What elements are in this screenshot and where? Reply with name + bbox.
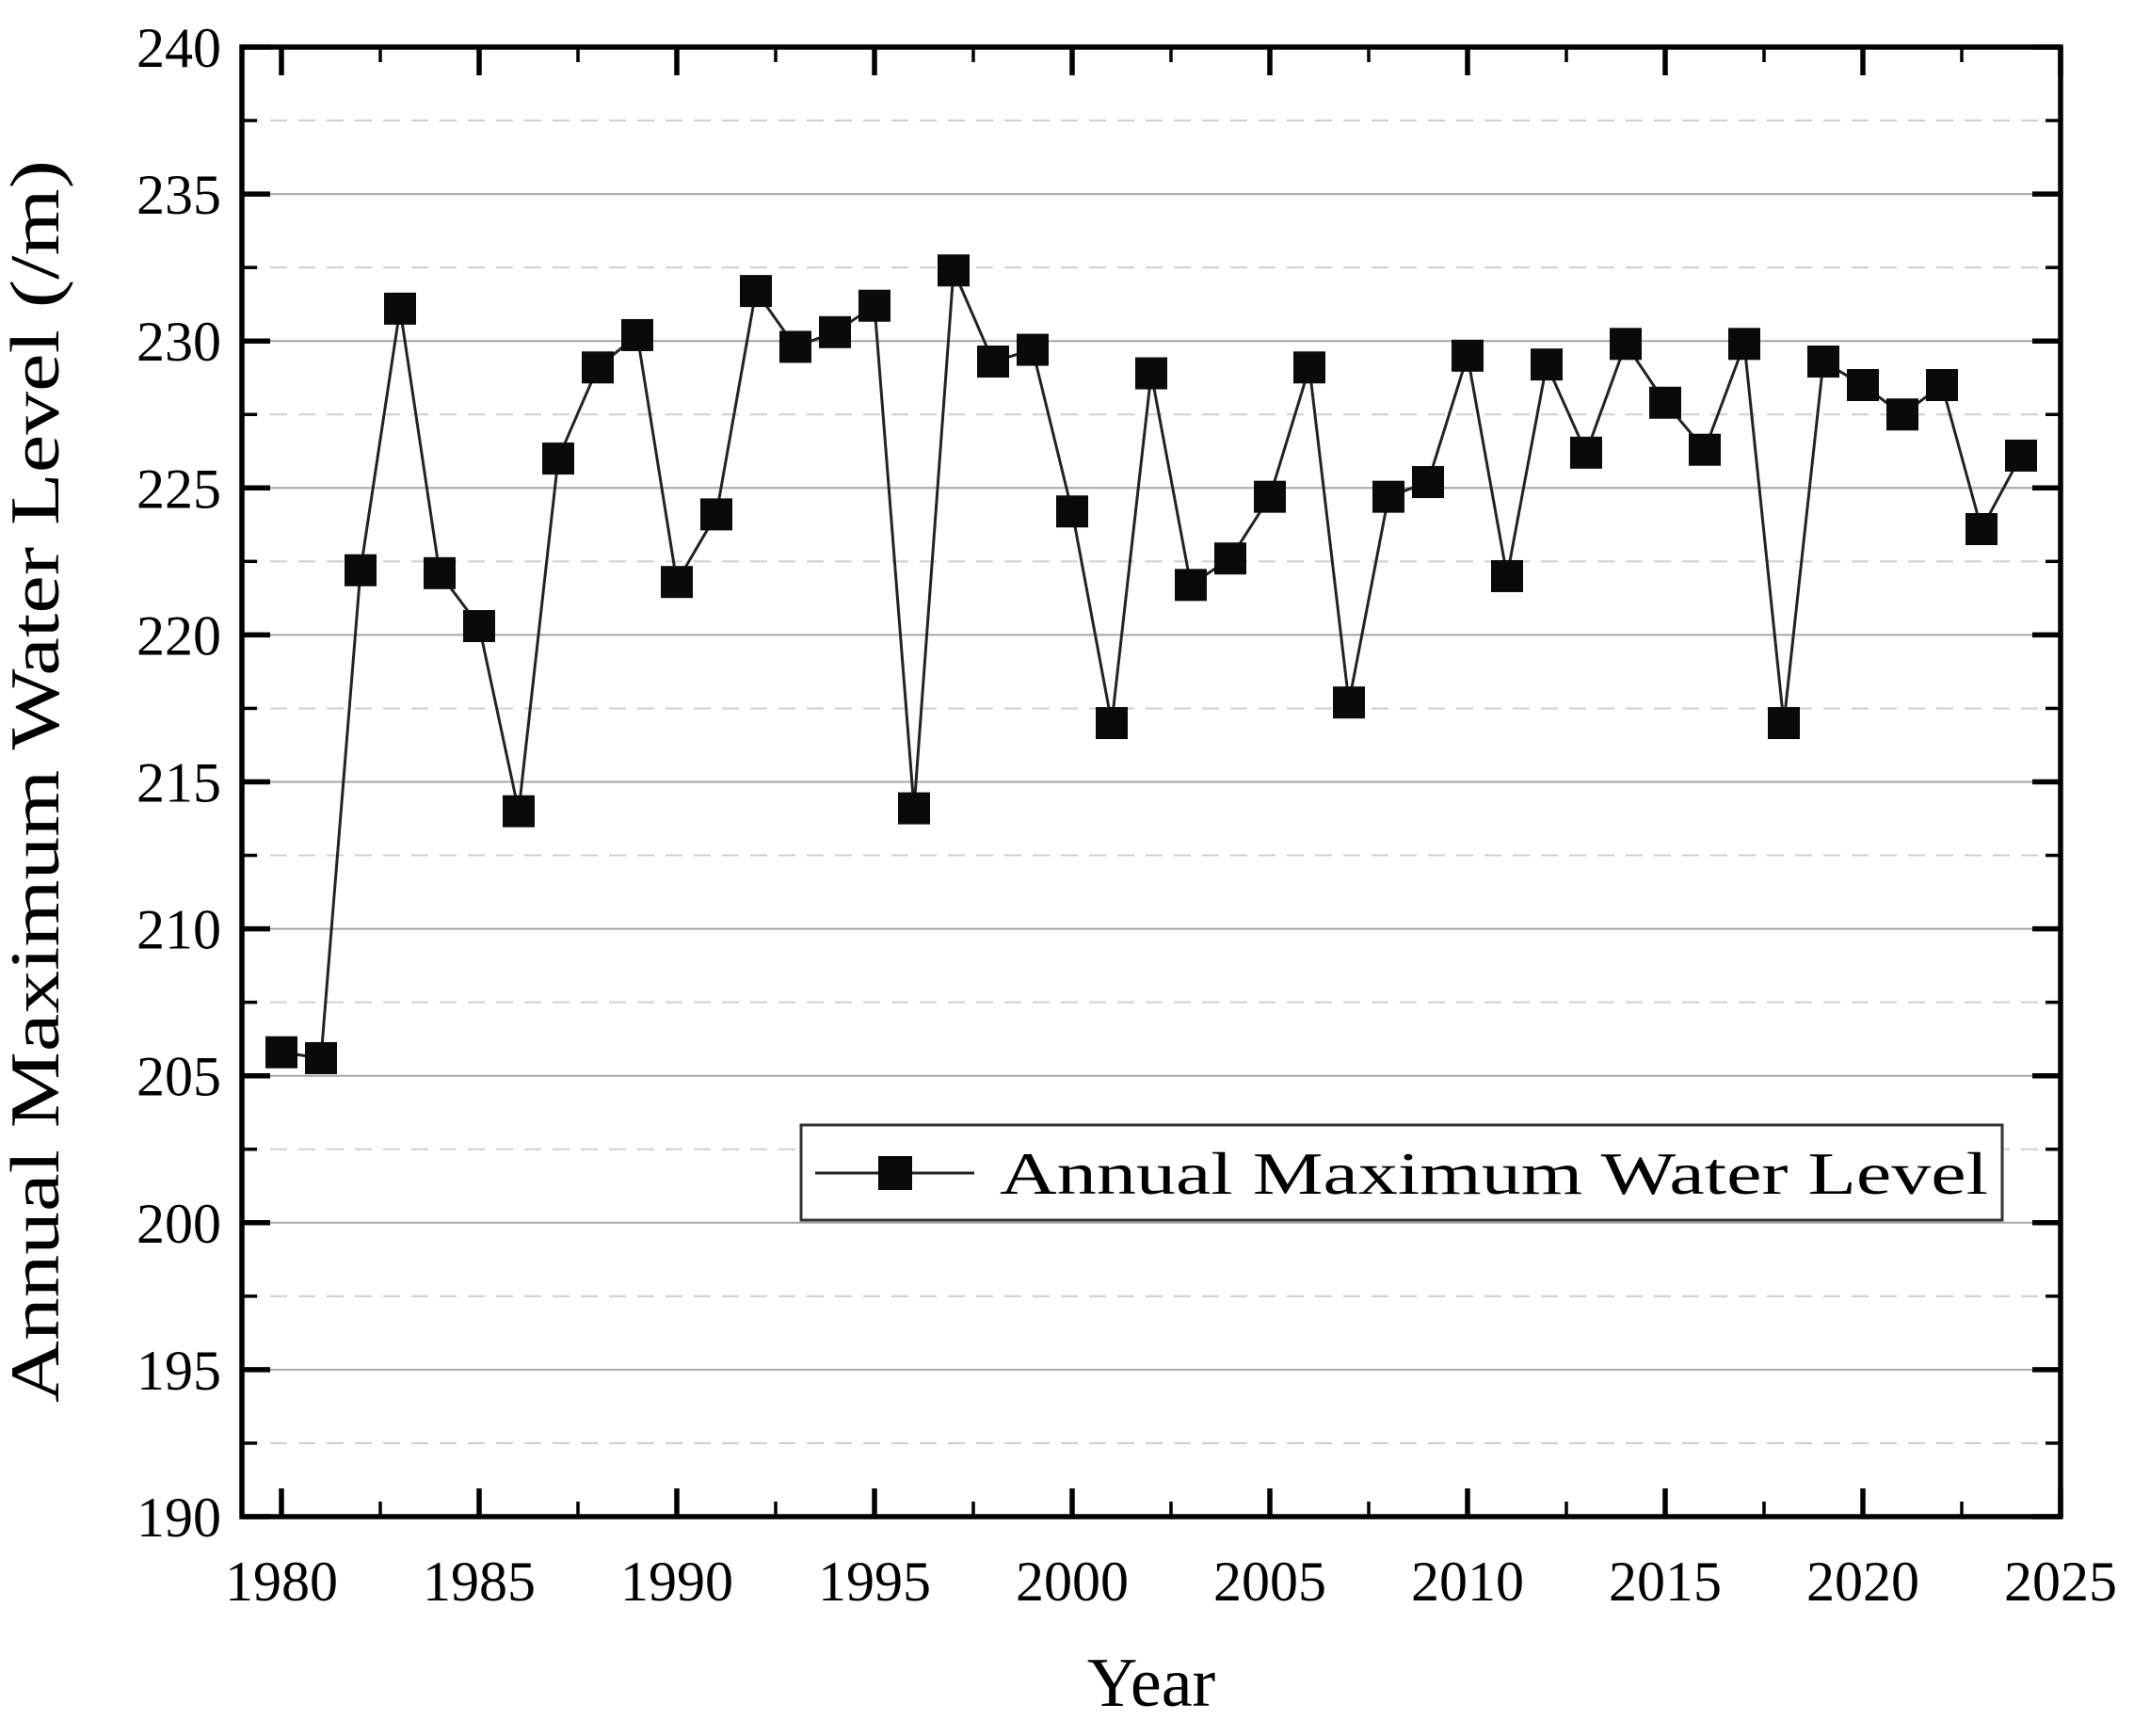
data-point <box>1254 480 1286 513</box>
data-point <box>1807 346 1839 378</box>
data-point <box>1886 398 1918 431</box>
x-tick-label: 2000 <box>1016 1551 1129 1613</box>
data-series <box>265 254 2037 1074</box>
x-tick-label: 2010 <box>1411 1551 1524 1613</box>
data-point <box>1926 369 1958 402</box>
data-point <box>977 346 1009 378</box>
data-point <box>858 289 890 322</box>
y-tick-label: 200 <box>136 1193 221 1255</box>
data-point <box>621 318 653 351</box>
data-point <box>1491 559 1523 592</box>
data-point <box>265 1036 297 1069</box>
x-tick-label: 2005 <box>1213 1551 1326 1613</box>
x-tick-label: 1995 <box>818 1551 931 1613</box>
data-point <box>463 610 495 643</box>
data-point <box>1056 495 1088 528</box>
y-tick-label: 225 <box>136 458 221 520</box>
y-axis-title: Annual Maximum Water Level (/m) <box>0 160 74 1403</box>
data-point <box>1096 707 1128 740</box>
data-point <box>503 795 535 828</box>
x-tick-label: 2020 <box>1806 1551 1919 1613</box>
data-point <box>384 292 416 325</box>
data-point <box>1610 328 1642 361</box>
gridlines <box>242 120 2061 1444</box>
data-point <box>938 254 970 287</box>
y-tick-label: 195 <box>136 1340 221 1402</box>
x-tick-labels: 1980 1985 1990 1995 2000 2005 2010 2015 2020 2025 <box>225 1551 2117 1613</box>
y-tick-label: 230 <box>136 311 221 373</box>
y-tick-label: 210 <box>136 899 221 961</box>
x-tick-label: 1985 <box>423 1551 536 1613</box>
y-tick-label: 205 <box>136 1046 221 1108</box>
x-tick-label: 1980 <box>225 1551 338 1613</box>
data-point <box>345 554 377 587</box>
data-point <box>542 442 574 475</box>
y-tick-label: 190 <box>136 1487 221 1549</box>
legend-box <box>799 1123 2004 1222</box>
legend-label: Annual Maximum Water Level <box>1000 1140 1988 1207</box>
data-point <box>1175 569 1207 602</box>
data-point <box>582 351 614 384</box>
y-tick-labels: 190 195 200 205 210 215 220 225 230 235 240 <box>136 17 221 1549</box>
data-point <box>1847 369 1879 402</box>
legend-marker-square <box>878 1156 912 1190</box>
data-point <box>1293 351 1325 384</box>
data-point <box>1135 357 1167 390</box>
data-point <box>779 330 811 363</box>
x-tick-label: 2025 <box>2004 1551 2117 1613</box>
data-point <box>1689 433 1721 466</box>
data-point <box>305 1041 337 1074</box>
data-point <box>700 498 732 531</box>
data-point <box>1214 542 1246 575</box>
axis-ticks <box>242 44 2063 1519</box>
x-axis-title: Year <box>1087 1645 1215 1722</box>
y-tick-label: 240 <box>136 17 221 79</box>
data-point <box>1768 707 1800 740</box>
data-point <box>740 275 772 308</box>
y-tick-label: 235 <box>136 164 221 226</box>
legend: Annual Maximum Water Level <box>799 1123 2004 1222</box>
data-point <box>819 315 851 348</box>
data-point <box>661 566 693 599</box>
y-tick-label: 215 <box>136 752 221 814</box>
data-point <box>1412 466 1444 499</box>
data-point <box>1728 328 1760 361</box>
data-point <box>1372 480 1404 513</box>
data-point <box>1531 348 1563 381</box>
y-tick-label: 220 <box>136 604 221 667</box>
data-point <box>1570 436 1602 469</box>
data-point <box>1649 386 1681 419</box>
data-point <box>1452 339 1484 372</box>
x-tick-label: 2015 <box>1609 1551 1722 1613</box>
data-point <box>1333 686 1365 719</box>
x-tick-label: 1990 <box>620 1551 733 1613</box>
data-point <box>424 556 456 589</box>
data-point <box>898 792 930 825</box>
data-point <box>1017 333 1049 366</box>
data-point <box>2005 439 2037 472</box>
data-point <box>1965 513 1998 546</box>
